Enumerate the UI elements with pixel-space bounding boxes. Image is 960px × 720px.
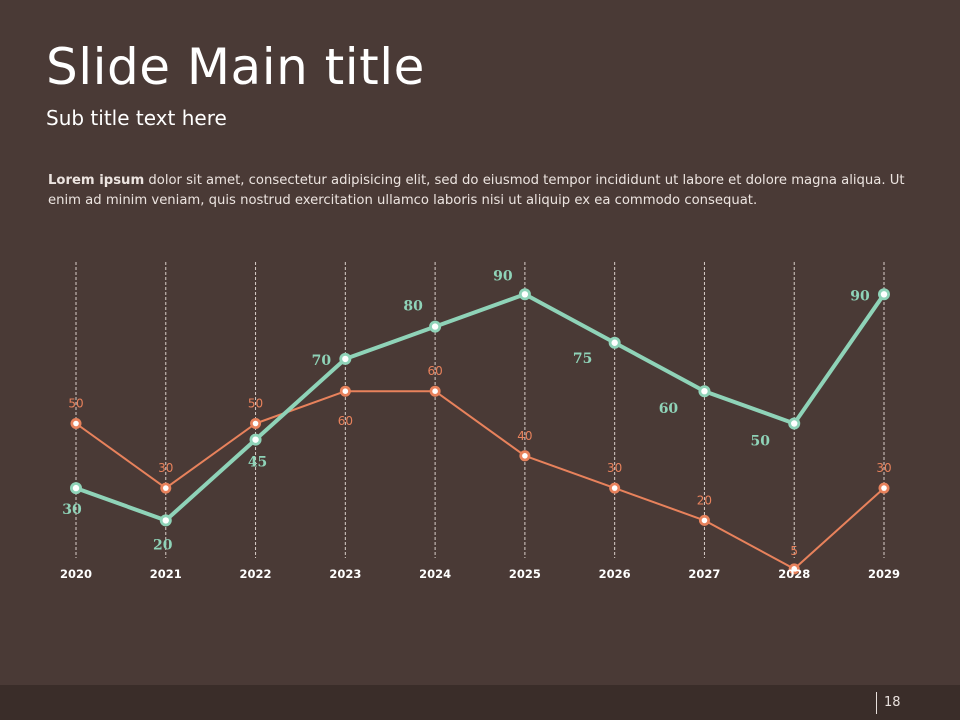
data-point-center (522, 453, 528, 459)
data-point-center (791, 420, 798, 427)
data-point-center (701, 388, 708, 395)
data-point-center (431, 323, 439, 330)
data-point-center (432, 388, 438, 395)
data-point-center (791, 566, 798, 572)
data-label-green: 75 (573, 351, 592, 367)
data-point-center (252, 436, 259, 443)
body-text: dolor sit amet, consectetur adipisicing … (48, 173, 905, 208)
data-point-center (701, 517, 708, 524)
data-label-orange: 30 (607, 461, 622, 475)
data-label-green: 50 (750, 434, 770, 450)
data-point-center (880, 291, 888, 298)
data-label-orange: 5 (790, 544, 798, 558)
data-point-center (611, 485, 618, 491)
data-label-orange: 50 (248, 397, 263, 411)
chart-x-axis: 2020 2021 2022 2023 2024 2025 2026 2027 2028 2029 (60, 567, 900, 581)
x-tick-label: 2026 (599, 567, 631, 581)
page-number: 18 (884, 695, 901, 710)
body-paragraph: Lorem ipsum dolor sit amet, consectetur … (48, 171, 918, 210)
page-number-divider (876, 692, 877, 714)
data-point-center (881, 485, 887, 491)
x-tick-label: 2029 (868, 567, 900, 581)
data-point-center (252, 420, 259, 427)
data-point-center (611, 339, 618, 346)
x-tick-label: 2022 (240, 567, 272, 581)
data-point-center (342, 355, 349, 363)
data-point-center (521, 291, 529, 298)
data-label-orange: 60 (427, 364, 442, 378)
chart-lines (74, 292, 886, 570)
x-tick-label: 2027 (688, 567, 720, 581)
body-lead: Lorem ipsum (48, 173, 145, 188)
slide-subtitle: Sub title text here (46, 106, 227, 130)
data-label-orange: 50 (68, 397, 83, 411)
x-tick-label: 2021 (150, 567, 182, 581)
data-point-center (162, 517, 169, 524)
data-label-green: 30 (62, 502, 82, 518)
data-point-center (72, 484, 80, 492)
x-tick-label: 2025 (509, 567, 541, 581)
x-tick-label: 2020 (60, 567, 92, 581)
data-point-center (162, 485, 169, 491)
chart-points (70, 288, 890, 575)
x-tick-label: 2028 (778, 567, 810, 581)
data-point-center (342, 388, 349, 395)
data-label-orange: 40 (517, 429, 532, 443)
data-label-green: 45 (248, 455, 267, 471)
data-label-green: 20 (153, 537, 173, 553)
data-label-green: 90 (493, 268, 513, 284)
footer-bar (0, 685, 960, 720)
x-tick-label: 2024 (419, 567, 451, 581)
series-line-green (74, 292, 886, 523)
data-label-green: 70 (312, 353, 332, 369)
series-line-orange (75, 390, 885, 570)
data-point-center (73, 420, 79, 427)
data-label-orange: 30 (876, 461, 891, 475)
data-label-green: 60 (659, 401, 679, 417)
data-label-orange: 20 (697, 493, 712, 507)
data-label-green: 90 (850, 288, 870, 304)
slide-title: Slide Main title (46, 38, 425, 96)
chart-gridlines (75, 262, 885, 558)
data-label-green: 80 (403, 299, 423, 315)
x-tick-label: 2023 (329, 567, 361, 581)
data-label-orange: 30 (158, 461, 173, 475)
data-label-orange: 60 (338, 414, 353, 428)
chart-data-labels: 50 30 50 60 60 40 30 20 5 30 30 20 45 70 80 90 75 60 50 90 (62, 268, 891, 558)
